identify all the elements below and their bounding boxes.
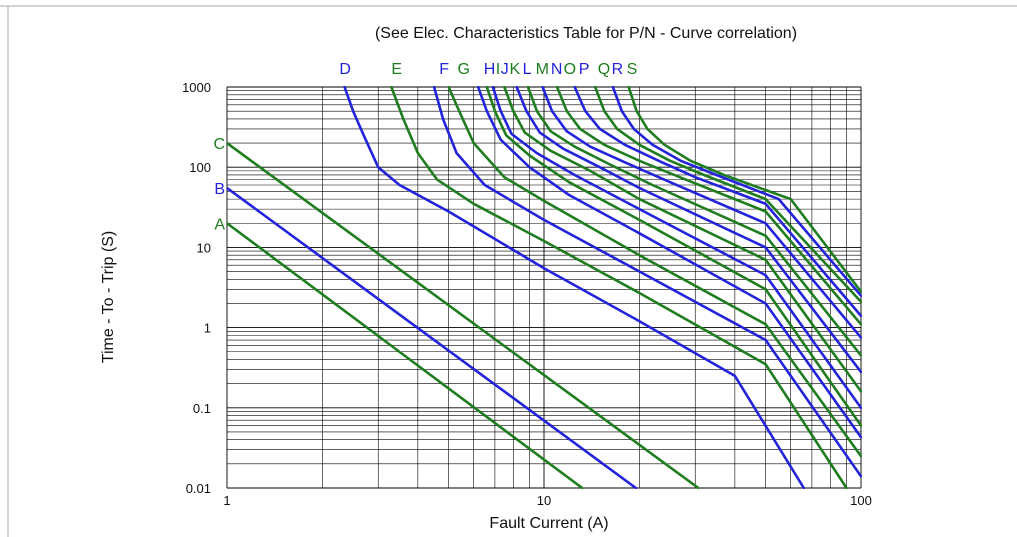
- y-tick-labels: 1000 100 10 1 0.1 0.01: [182, 80, 211, 496]
- curve-j: [491, 86, 862, 410]
- curve-label-h: H: [484, 61, 496, 78]
- curve-g: [447, 86, 862, 458]
- curve-label-g: G: [457, 61, 469, 78]
- curve-i: [485, 86, 862, 427]
- curve-label-r: R: [612, 61, 624, 78]
- y-tick-label: 1000: [182, 80, 211, 95]
- x-tick-label: 10: [537, 493, 551, 508]
- curve-label-e: E: [391, 61, 402, 78]
- y-tick-label: 1: [204, 321, 211, 336]
- curve-q: [593, 86, 862, 304]
- y-tick-label: 10: [197, 240, 211, 255]
- curve-label-p: P: [579, 61, 590, 78]
- curve-label-f: F: [439, 61, 449, 78]
- curve-f: [432, 86, 862, 478]
- curve-n: [541, 86, 862, 339]
- curve-h: [476, 86, 862, 439]
- curve-label-k: K: [509, 61, 520, 78]
- curve-label-o: O: [564, 61, 576, 78]
- x-tick-label: 1: [223, 493, 230, 508]
- curve-label-m: M: [536, 61, 549, 78]
- curve-c: [227, 141, 700, 489]
- curve-l: [515, 86, 862, 374]
- y-axis-label: Time - To - Trip (S): [100, 231, 117, 363]
- y-tick-label: 0.01: [186, 481, 211, 496]
- curve-label-d: D: [339, 61, 351, 78]
- curve-label-s: S: [627, 61, 638, 78]
- x-tick-labels: 1 10 100: [223, 493, 871, 508]
- chart-title: (See Elec. Characteristics Table for P/N…: [375, 25, 797, 42]
- curve-r: [611, 86, 862, 298]
- curve-label-b: B: [214, 181, 225, 198]
- curve-labels-left: C B A: [213, 136, 225, 233]
- curve-m: [526, 86, 862, 357]
- curve-k: [503, 86, 862, 393]
- curve-a: [227, 222, 584, 489]
- x-axis-label: Fault Current (A): [489, 515, 608, 532]
- curve-s: [627, 86, 862, 294]
- curve-label-c: C: [213, 136, 225, 153]
- curve-p: [573, 86, 862, 318]
- y-tick-label: 100: [189, 160, 211, 175]
- curves: [227, 86, 862, 489]
- curve-o: [555, 86, 862, 326]
- x-tick-label: 100: [850, 493, 872, 508]
- curve-label-q: Q: [598, 61, 610, 78]
- curve-label-j: J: [501, 61, 509, 78]
- curve-label-n: N: [551, 61, 563, 78]
- curve-e: [390, 86, 848, 489]
- curve-b: [227, 186, 638, 489]
- curve-label-i: I: [496, 61, 500, 78]
- curve-d: [343, 86, 806, 489]
- curve-label-l: L: [523, 61, 532, 78]
- y-tick-label: 0.1: [193, 401, 211, 416]
- curve-label-a: A: [214, 216, 225, 233]
